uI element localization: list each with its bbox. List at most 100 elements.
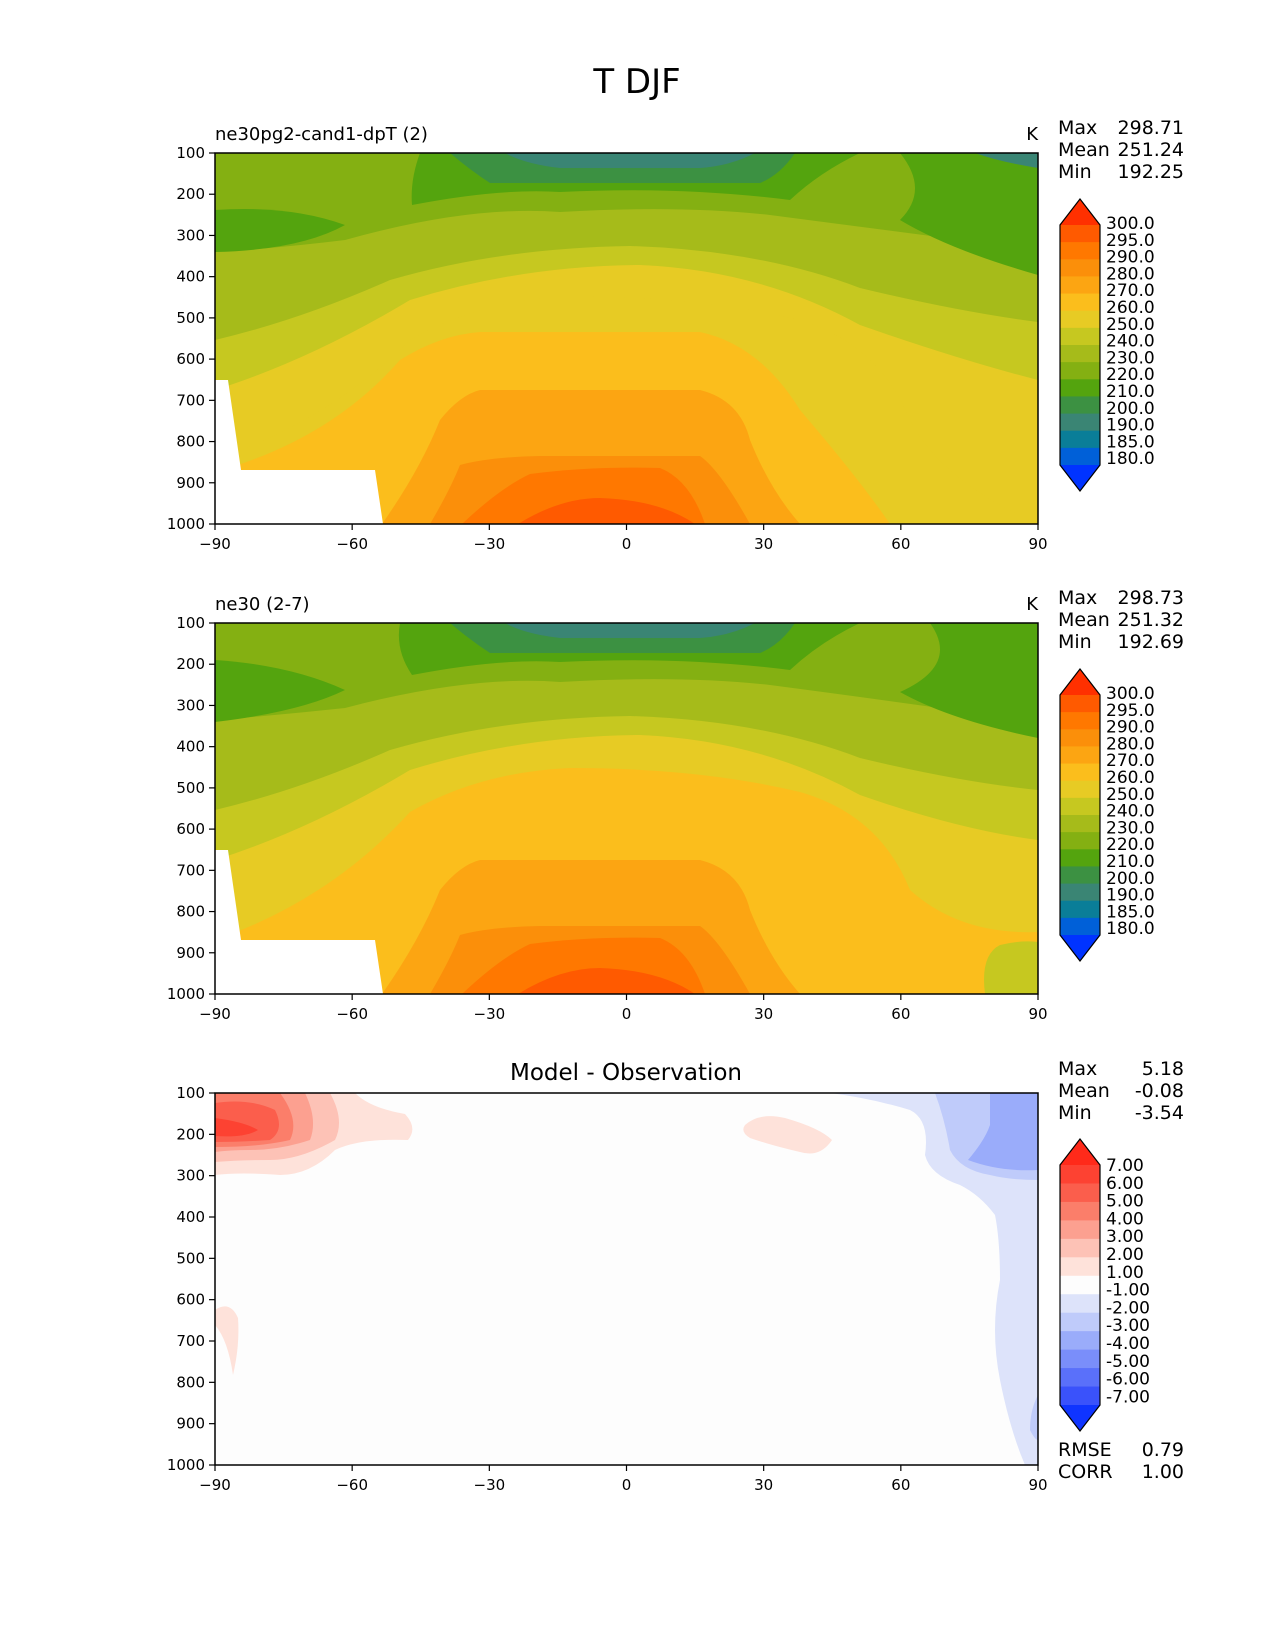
colorbar-swatch [1060, 362, 1100, 380]
colorbar-level-label: 6.00 [1106, 1174, 1144, 1194]
y-tick-label: 300 [176, 226, 205, 244]
stat-min-value: 192.25 [1118, 161, 1184, 183]
colorbar-extend-max [1060, 669, 1100, 695]
colorbar-swatch [1060, 259, 1100, 277]
stat-rmse-label: RMSE [1058, 1439, 1112, 1461]
x-tick-label: 90 [1028, 535, 1047, 553]
y-tick-label: 500 [176, 779, 205, 797]
y-tick-label: 800 [176, 1373, 205, 1391]
colorbar-level-label: 1.00 [1106, 1263, 1144, 1283]
contour-band-1-midlat [743, 1116, 832, 1154]
colorbar-level-label: 210.0 [1106, 382, 1155, 402]
colorbar-swatch [1060, 1183, 1100, 1203]
y-tick-label: 700 [176, 1332, 205, 1350]
contour-band-6 [215, 1118, 258, 1137]
contour-band-240-right [984, 941, 1038, 994]
panel-2-title: ne30 (2-7) [215, 594, 310, 615]
colorbar-swatch [1060, 1238, 1100, 1258]
y-tick-label: 300 [176, 1167, 205, 1185]
colorbar-swatch [1060, 797, 1100, 816]
colorbar-level-label: -4.00 [1106, 1334, 1150, 1354]
colorbar-extend-min [1060, 935, 1100, 961]
x-tick-label: −90 [199, 535, 231, 553]
y-tick-label: 600 [176, 1291, 205, 1309]
x-tick-label: −90 [199, 1476, 231, 1494]
x-tick-label: 0 [622, 1005, 632, 1023]
stat-min-label: Min [1058, 161, 1092, 183]
colorbar-level-label: 280.0 [1106, 264, 1155, 284]
contour-band-210-left [215, 660, 345, 722]
contour-band-minus-2-surface [1030, 1395, 1038, 1440]
y-tick-label: 900 [176, 1415, 205, 1433]
panel-3-stats: Max 5.18 Mean -0.08 Min -3.54 RMSE 0.79 … [1058, 1058, 1184, 1483]
x-tick-label: −60 [336, 535, 368, 553]
colorbar-level-label: -6.00 [1106, 1370, 1150, 1390]
colorbar-level-label: 4.00 [1106, 1209, 1144, 1229]
colorbar-swatch [1060, 712, 1100, 730]
panel-1: ne30pg2-cand1-dpT (2) K −90 −60 −30 0 30 60 90… [167, 117, 1184, 553]
colorbar-level-label: -3.00 [1106, 1316, 1150, 1336]
colorbar-swatch [1060, 815, 1100, 833]
colorbar-level-label: 7.00 [1106, 1156, 1144, 1176]
panel-2-contour-field [215, 623, 1038, 994]
contour-band-neutral [215, 1093, 1038, 1465]
colorbar-swatch [1060, 866, 1100, 885]
colorbar-swatch [1060, 293, 1100, 312]
y-tick-label: 900 [176, 474, 205, 492]
x-tick-label: 60 [891, 1476, 910, 1494]
y-tick-label: 200 [176, 185, 205, 203]
colorbar-level-label: 270.0 [1106, 281, 1155, 301]
panel-3: Model - Observation −90 −60 −30 0 30 60 90 100 2… [167, 1058, 1184, 1494]
colorbar-swatch [1060, 1165, 1100, 1184]
contour-band-1-surface [215, 1306, 239, 1375]
y-tick-label: 900 [176, 944, 205, 962]
x-tick-label: 60 [891, 1005, 910, 1023]
y-tick-label: 1000 [167, 515, 205, 533]
colorbar-level-label: 250.0 [1106, 315, 1155, 335]
panel-2-units: K [1026, 594, 1039, 615]
colorbar-swatch [1060, 1201, 1100, 1221]
colorbar-level-label: 290.0 [1106, 718, 1155, 738]
y-tick-label: 100 [176, 1084, 205, 1102]
colorbar-level-label: 230.0 [1106, 348, 1155, 368]
colorbar-level-label: 280.0 [1106, 734, 1155, 754]
stat-mean-label: Mean [1058, 1080, 1110, 1102]
colorbar-swatch [1060, 1220, 1100, 1240]
colorbar-level-label: 220.0 [1106, 835, 1155, 855]
stat-max-label: Max [1058, 117, 1097, 139]
x-tick-label: −60 [336, 1476, 368, 1494]
colorbar-level-label: 190.0 [1106, 416, 1155, 436]
stat-min-value: 192.69 [1118, 631, 1184, 653]
colorbar-level-label: 260.0 [1106, 768, 1155, 788]
x-tick-label: 90 [1028, 1476, 1047, 1494]
y-tick-label: 500 [176, 309, 205, 327]
panel-2: ne30 (2-7) K −90 −60 −30 0 30 60 90 100 200 300 40… [167, 587, 1184, 1023]
colorbar-level-label: -2.00 [1106, 1298, 1150, 1318]
panel-1-title: ne30pg2-cand1-dpT (2) [215, 124, 428, 145]
colorbar-level-label: 180.0 [1106, 449, 1155, 469]
x-tick-label: 60 [891, 535, 910, 553]
x-tick-label: −30 [474, 1476, 506, 1494]
colorbar-level-label: 5.00 [1106, 1192, 1144, 1212]
contour-band-210-top [215, 153, 1038, 275]
colorbar-swatch [1060, 379, 1100, 397]
stat-max-label: Max [1058, 587, 1097, 609]
y-tick-label: 200 [176, 1125, 205, 1143]
colorbar-swatch [1060, 345, 1100, 363]
colorbar-level-label: 2.00 [1106, 1245, 1144, 1265]
stat-mean-value: 251.32 [1118, 609, 1184, 631]
contour-band-190 [505, 153, 755, 168]
colorbar-level-label: 290.0 [1106, 248, 1155, 268]
colorbar-swatch [1060, 695, 1100, 713]
colorbar-outline [1059, 668, 1101, 962]
y-tick-label: 700 [176, 391, 205, 409]
colorbar-swatch [1060, 1331, 1100, 1351]
y-tick-label: 700 [176, 861, 205, 879]
colorbar-swatch [1060, 746, 1100, 765]
x-tick-label: −30 [474, 1005, 506, 1023]
colorbar-level-label: 300.0 [1106, 214, 1155, 234]
stat-corr-value: 1.00 [1142, 1461, 1184, 1483]
colorbar-swatch [1060, 327, 1100, 346]
y-tick-label: 100 [176, 614, 205, 632]
